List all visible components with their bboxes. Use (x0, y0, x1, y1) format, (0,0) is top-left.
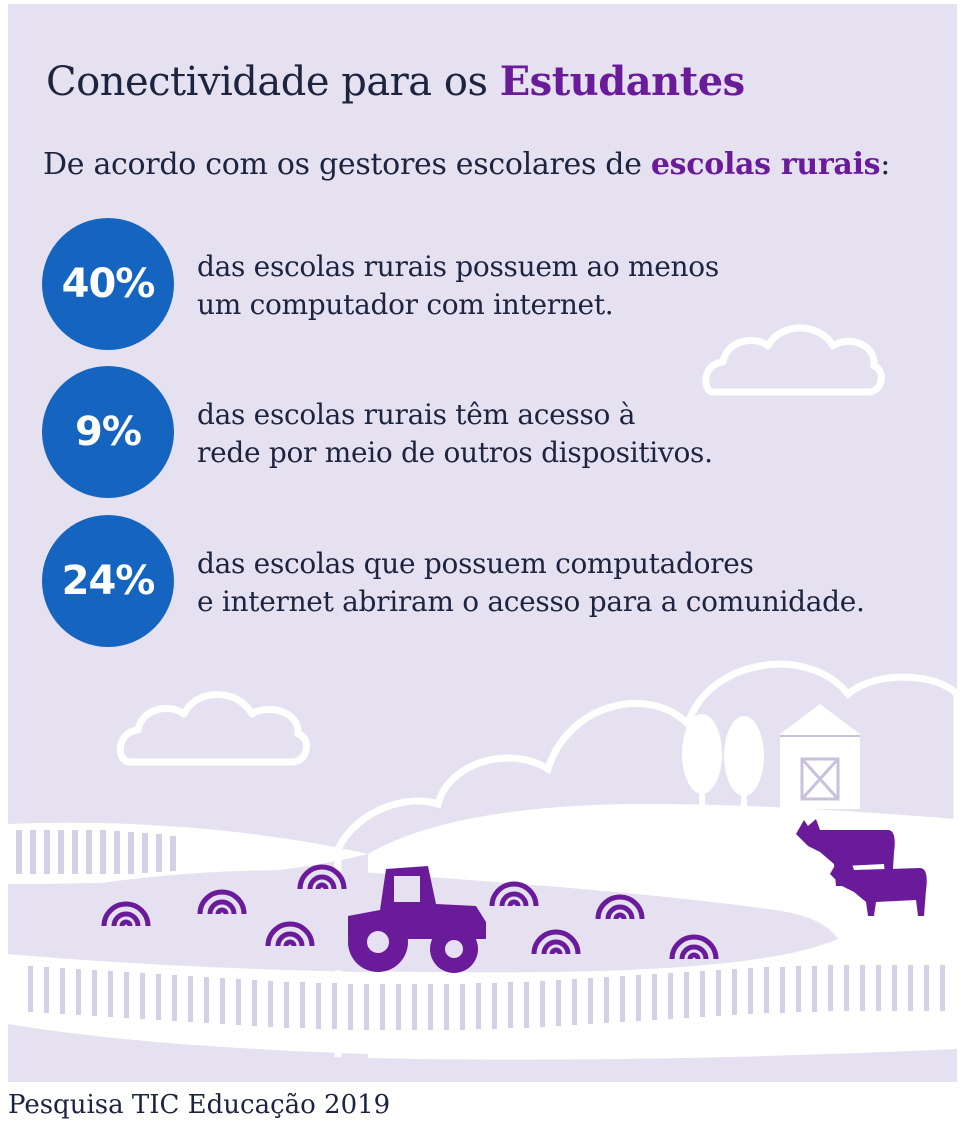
tree-icon (682, 714, 722, 809)
cloud-icon (116, 691, 310, 766)
page-title: Conectividade para os Estudantes (46, 58, 745, 105)
hay-bale-icon (595, 894, 645, 920)
fence-icon (28, 965, 945, 1030)
infographic-card: Conectividade para os Estudantes De acor… (8, 4, 957, 1082)
hay-bale-icon (197, 889, 247, 915)
source-credit: Pesquisa TIC Educação 2019 (8, 1090, 391, 1120)
subtitle: De acordo com os gestores escolares de e… (43, 147, 891, 182)
hay-bale-icon (531, 929, 581, 955)
barn-icon (780, 704, 860, 809)
stat-description: das escolas rurais têm acesso à rede por… (197, 398, 713, 469)
tree-icon (724, 716, 764, 809)
stat-value-badge: 40% (42, 218, 174, 350)
title-highlight: Estudantes (499, 58, 745, 105)
subtitle-highlight: escolas rurais (650, 147, 881, 182)
tractor-icon (348, 866, 486, 973)
rural-landscape-illustration (8, 324, 957, 1082)
fence-icon (16, 830, 176, 874)
hay-bale-icon (101, 901, 151, 927)
stat-description: das escolas rurais possuem ao menos um c… (197, 250, 719, 321)
hay-bale-icon (297, 864, 347, 890)
cow-icon (796, 819, 895, 886)
hay-bale-icon (265, 921, 315, 947)
stat-value-badge: 24% (42, 515, 174, 647)
hay-bale-icon (489, 881, 539, 907)
cloud-icon (702, 324, 885, 396)
stat-value-badge: 9% (42, 366, 174, 498)
cow-icon (830, 859, 927, 916)
stat-description: das escolas que possuem computadores e i… (197, 547, 865, 618)
hay-bale-icon (669, 934, 719, 960)
